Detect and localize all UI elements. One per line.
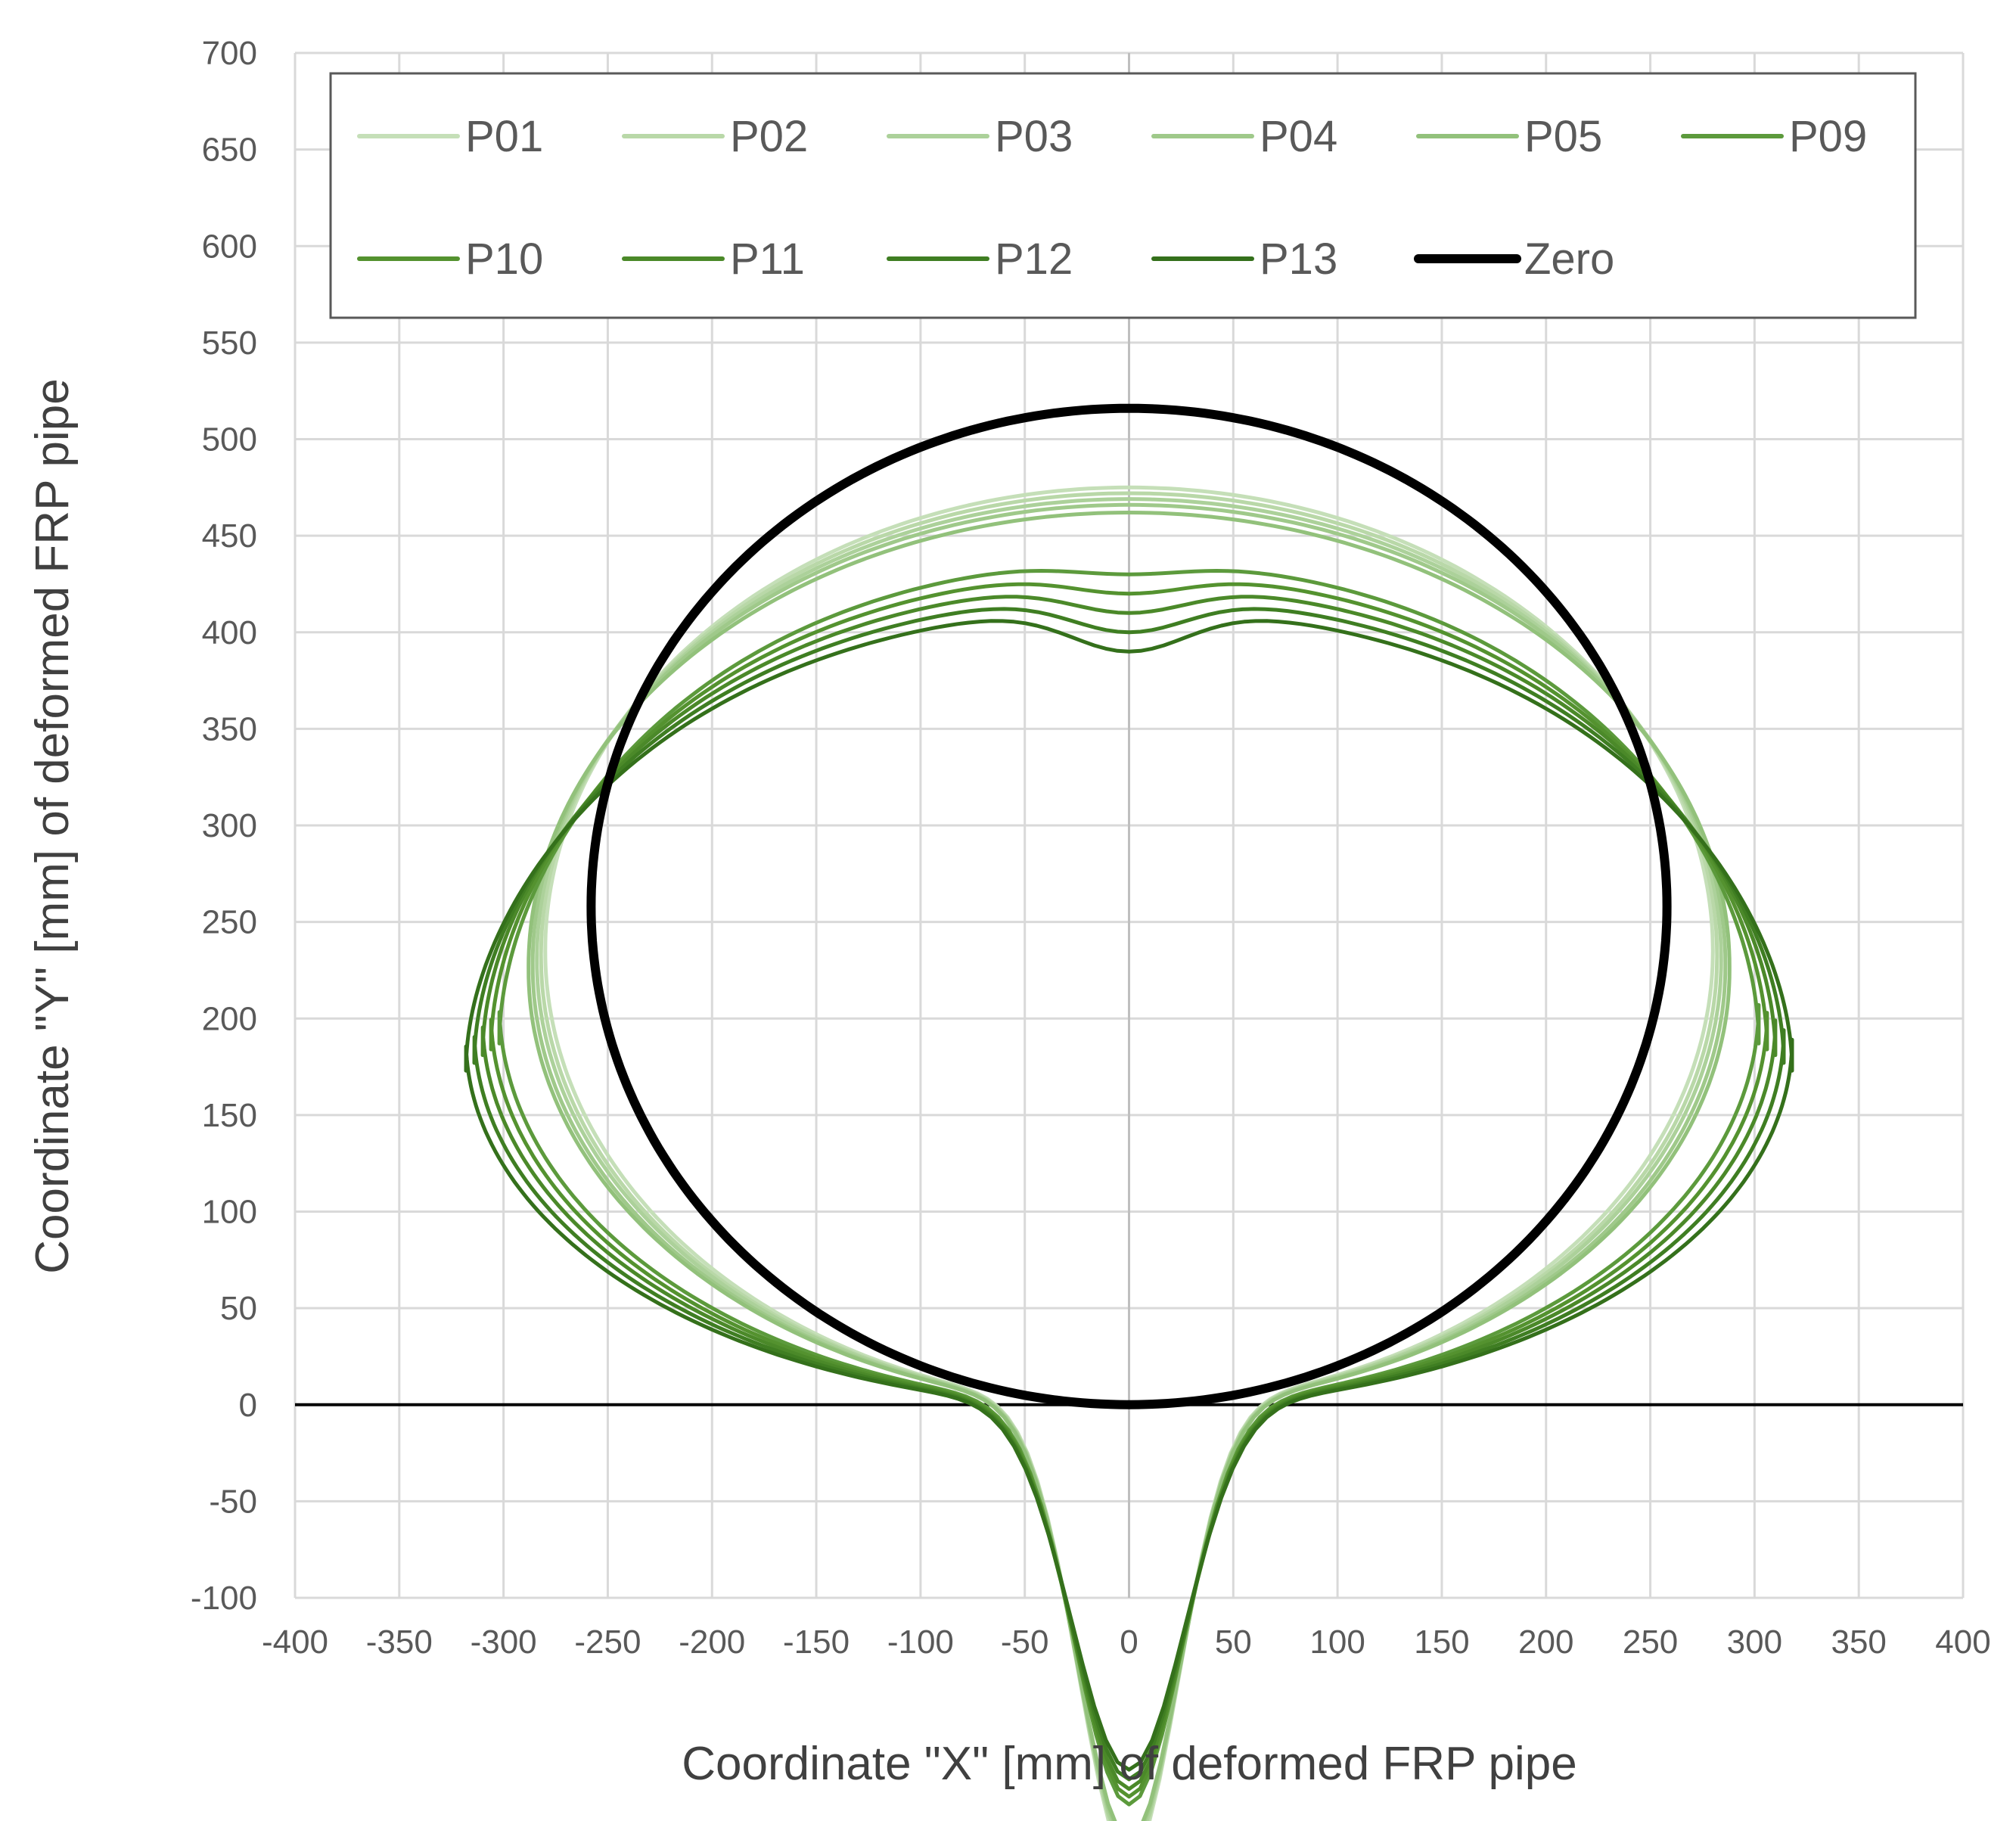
x-tick-label: 0 bbox=[1120, 1624, 1138, 1661]
legend-box bbox=[329, 72, 1917, 319]
y-tick-label: 700 bbox=[202, 35, 257, 72]
x-tick-labels: -400 -350 -300 -250 -200 -150 -100 -50 0 50 100 150… bbox=[262, 1624, 1991, 1661]
x-tick-label: -300 bbox=[471, 1624, 537, 1661]
series-line-p03 bbox=[535, 497, 1723, 1821]
y-tick-label: 0 bbox=[239, 1387, 257, 1424]
series-line-p12 bbox=[472, 607, 1786, 1782]
x-tick-label: -50 bbox=[1001, 1624, 1049, 1661]
legend-label-p11: P11 bbox=[730, 235, 805, 284]
y-tick-label: 650 bbox=[202, 132, 257, 169]
series-line-p10 bbox=[489, 582, 1769, 1799]
x-tick-label: 150 bbox=[1414, 1624, 1469, 1661]
x-tick-label: -250 bbox=[574, 1624, 641, 1661]
x-tick-label: 50 bbox=[1215, 1624, 1252, 1661]
y-tick-label: -100 bbox=[191, 1580, 257, 1617]
x-tick-label: -100 bbox=[887, 1624, 954, 1661]
y-tick-label: 300 bbox=[202, 807, 257, 844]
series-line-p01 bbox=[543, 485, 1715, 1821]
legend-label-p13: P13 bbox=[1260, 235, 1337, 284]
x-tick-label: 400 bbox=[1935, 1624, 1990, 1661]
legend-label-p02: P02 bbox=[730, 112, 808, 161]
series-group bbox=[464, 403, 1794, 1821]
y-tick-label: 200 bbox=[202, 1000, 257, 1037]
x-tick-label: -350 bbox=[366, 1624, 433, 1661]
x-tick-label: -150 bbox=[783, 1624, 850, 1661]
y-tick-label: 400 bbox=[202, 614, 257, 651]
y-tick-label: 600 bbox=[202, 228, 257, 265]
legend-label-p09: P09 bbox=[1789, 112, 1867, 161]
legend-label-p12: P12 bbox=[995, 235, 1073, 284]
x-tick-label: 250 bbox=[1623, 1624, 1678, 1661]
series-line-p09 bbox=[497, 569, 1761, 1807]
y-tick-label: 100 bbox=[202, 1194, 257, 1231]
y-tick-label: 50 bbox=[220, 1290, 257, 1327]
legend-label-p05: P05 bbox=[1524, 112, 1602, 161]
y-tick-label: 350 bbox=[202, 710, 257, 747]
x-tick-label: 350 bbox=[1831, 1624, 1886, 1661]
y-tick-label: 450 bbox=[202, 517, 257, 555]
series-line-p13 bbox=[464, 619, 1794, 1772]
series-line-p05 bbox=[527, 511, 1732, 1821]
legend: P01 P02 P03 P04 P05 P09 P10 P11 P12 P13 Zero bbox=[357, 112, 1867, 284]
legend-label-zero: Zero bbox=[1524, 235, 1614, 284]
y-tick-label: 250 bbox=[202, 904, 257, 941]
series-line-p11 bbox=[480, 595, 1778, 1791]
series-line-zero bbox=[586, 403, 1672, 1409]
x-tick-label: 300 bbox=[1727, 1624, 1782, 1661]
legend-label-p03: P03 bbox=[995, 112, 1073, 161]
y-tick-label: 150 bbox=[202, 1097, 257, 1134]
y-tick-label: 500 bbox=[202, 421, 257, 458]
legend-label-p10: P10 bbox=[465, 235, 543, 284]
x-tick-label: -400 bbox=[262, 1624, 328, 1661]
x-tick-label: -200 bbox=[679, 1624, 745, 1661]
x-axis-title: Coordinate "X" [mm] of deformed FRP pipe bbox=[682, 1738, 1577, 1790]
legend-label-p04: P04 bbox=[1260, 112, 1337, 161]
y-tick-label: -50 bbox=[209, 1483, 257, 1520]
y-tick-labels: -100 -50 0 50 100 150 200 250 300 350 400 450 500 550… bbox=[191, 35, 257, 1617]
y-tick-label: 550 bbox=[202, 325, 257, 362]
x-tick-label: 100 bbox=[1309, 1624, 1365, 1661]
legend-label-p01: P01 bbox=[465, 112, 543, 161]
x-tick-label: 200 bbox=[1518, 1624, 1573, 1661]
y-axis-title: Coordinate "Y" [mm] of deformed FRP pipe bbox=[26, 378, 79, 1274]
